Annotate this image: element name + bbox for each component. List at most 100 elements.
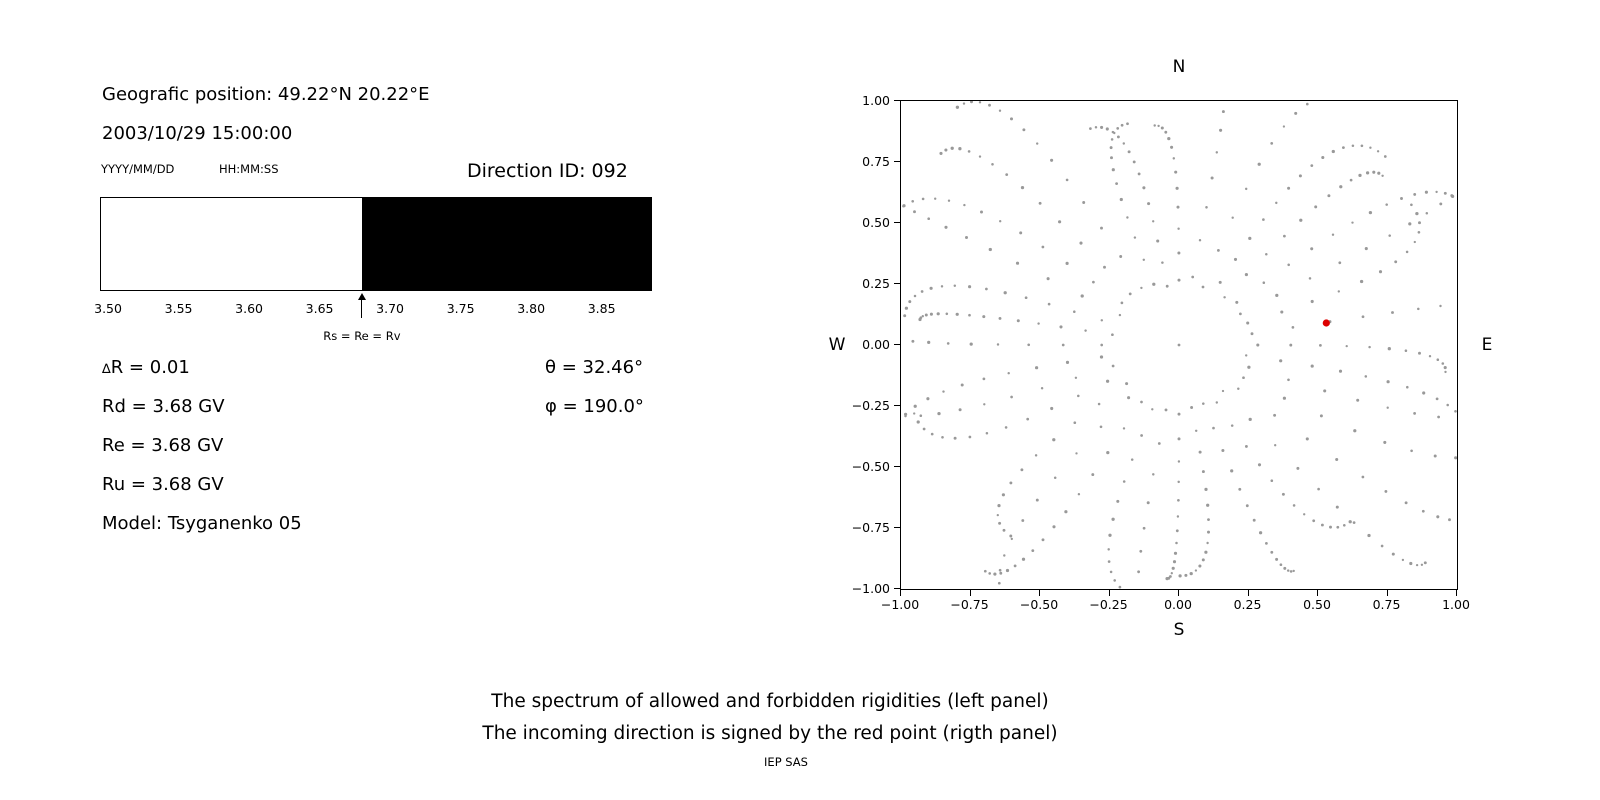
asymptotic-direction-dot (1364, 375, 1368, 378)
asymptotic-direction-dot (998, 109, 1002, 112)
asymptotic-direction-dot (1004, 426, 1008, 429)
asymptotic-direction-dot (1385, 203, 1388, 206)
asymptotic-direction-dot (1245, 504, 1249, 508)
asymptotic-direction-dot (1376, 150, 1380, 153)
y-tick-label: 1.00 (862, 93, 890, 108)
asymptotic-direction-dot (1401, 558, 1405, 562)
asymptotic-direction-dot (1256, 343, 1260, 347)
asymptotic-direction-dot (1177, 278, 1181, 282)
asymptotic-direction-dot (903, 314, 907, 318)
asymptotic-direction-dot (1413, 192, 1417, 196)
rd-text: Rd = 3.68 GV (102, 396, 225, 417)
asymptotic-direction-dot (1233, 257, 1238, 261)
asymptotic-direction-dot (1127, 150, 1131, 154)
spectrum-x-tick-label: 3.65 (305, 301, 334, 316)
asymptotic-direction-dot (1094, 126, 1098, 129)
asymptotic-direction-dot (1201, 470, 1205, 474)
asymptotic-direction-dot (1237, 387, 1240, 390)
asymptotic-direction-dot (1097, 402, 1101, 406)
asymptotic-direction-dot (1279, 359, 1283, 363)
asymptotic-direction-dot (955, 105, 960, 109)
asymptotic-direction-dot (1231, 216, 1234, 219)
asymptotic-direction-dot (1289, 570, 1293, 573)
asymptotic-direction-dot (1137, 172, 1141, 176)
compass-south-label: S (1173, 620, 1185, 640)
asymptotic-direction-dot (1275, 293, 1279, 298)
asymptotic-direction-dot (1165, 576, 1169, 581)
asymptotic-direction-dot (978, 155, 982, 158)
x-tick-label: 0.00 (1164, 597, 1192, 612)
asymptotic-direction-dot (1130, 458, 1134, 461)
y-tick-label: −0.25 (851, 398, 890, 413)
asymptotic-direction-dot (1080, 294, 1084, 298)
asymptotic-direction-dot (1110, 156, 1113, 160)
asymptotic-direction-dot (1174, 170, 1178, 174)
asymptotic-direction-dot (1345, 344, 1348, 348)
asymptotic-direction-dot (996, 513, 999, 517)
asymptotic-direction-dot (996, 343, 1000, 346)
asymptotic-direction-dot (1120, 301, 1124, 305)
asymptotic-direction-dot (1323, 389, 1327, 393)
asymptotic-direction-dot (1099, 425, 1103, 429)
spectrum-x-tick-label: 3.50 (94, 301, 122, 316)
asymptotic-direction-dot (1001, 493, 1005, 497)
asymptotic-direction-dot (1142, 258, 1146, 262)
asymptotic-direction-dot (958, 147, 962, 151)
red-point (1322, 319, 1330, 327)
x-tick-mark (1108, 590, 1110, 596)
asymptotic-direction-dot (1383, 440, 1387, 444)
asymptotic-direction-dot (1176, 205, 1180, 209)
time-format-label: HH:MM:SS (219, 162, 279, 176)
asymptotic-direction-dot (1230, 469, 1234, 473)
asymptotic-direction-dot (997, 581, 1001, 585)
asymptotic-direction-dot (930, 432, 934, 436)
asymptotic-direction-dot (1361, 475, 1365, 479)
asymptotic-direction-dot (1041, 538, 1045, 542)
asymptotic-direction-dot (1202, 402, 1205, 405)
asymptotic-direction-dot (1420, 563, 1424, 566)
asymptotic-direction-dot (978, 101, 982, 104)
direction-id-label: Direction ID: 092 (467, 160, 628, 182)
asymptotic-direction-dot (1424, 190, 1428, 194)
asymptotic-direction-dot (991, 163, 994, 166)
asymptotic-direction-dot (941, 435, 944, 439)
asymptotic-direction-dot (1177, 412, 1181, 416)
asymptotic-direction-dot (1198, 450, 1202, 454)
asymptotic-direction-dot (1270, 142, 1274, 145)
asymptotic-direction-dot (1310, 299, 1314, 304)
y-tick-label: 0.00 (862, 337, 890, 352)
asymptotic-direction-dot (919, 414, 923, 417)
asymptotic-direction-dot (1122, 427, 1126, 430)
asymptotic-direction-dot (911, 339, 915, 343)
asymptotic-direction-dot (1377, 171, 1381, 175)
asymptotic-direction-dot (1410, 449, 1413, 453)
asymptotic-direction-dot (1223, 296, 1226, 299)
x-tick-mark (900, 590, 901, 596)
asymptotic-direction-dot (1413, 240, 1416, 244)
asymptotic-direction-dot (1177, 498, 1180, 502)
asymptotic-direction-dot (1331, 233, 1335, 236)
asymptotic-direction-dot (1435, 190, 1438, 194)
asymptotic-direction-dot (1257, 162, 1261, 166)
y-tick-label: 0.25 (862, 276, 890, 291)
asymptotic-direction-dot (1298, 174, 1302, 178)
asymptotic-direction-dot (1335, 457, 1339, 462)
asymptotic-direction-dot (1194, 429, 1198, 433)
spectrum-x-tick-label: 3.80 (517, 301, 546, 316)
asymptotic-direction-dot (1165, 284, 1169, 288)
asymptotic-direction-dot (1128, 292, 1132, 296)
asymptotic-direction-dot (1041, 245, 1045, 249)
asymptotic-direction-dot (1142, 186, 1146, 190)
asymptotic-direction-dot (1189, 571, 1193, 576)
asymptotic-direction-dot (1116, 135, 1120, 139)
asymptotic-direction-dot (1009, 117, 1014, 121)
asymptotic-direction-dot (1205, 206, 1208, 209)
asymptotic-direction-dot (1415, 211, 1419, 216)
asymptotic-direction-dot (1244, 354, 1248, 357)
delta-r-value: R = 0.01 (110, 357, 190, 378)
asymptotic-direction-dot (999, 220, 1002, 223)
asymptotic-direction-dot (1361, 315, 1365, 319)
spectrum-x-tick-label: 3.60 (235, 301, 263, 316)
asymptotic-direction-dot (1050, 406, 1054, 411)
asymptotic-direction-dot (1257, 463, 1262, 467)
